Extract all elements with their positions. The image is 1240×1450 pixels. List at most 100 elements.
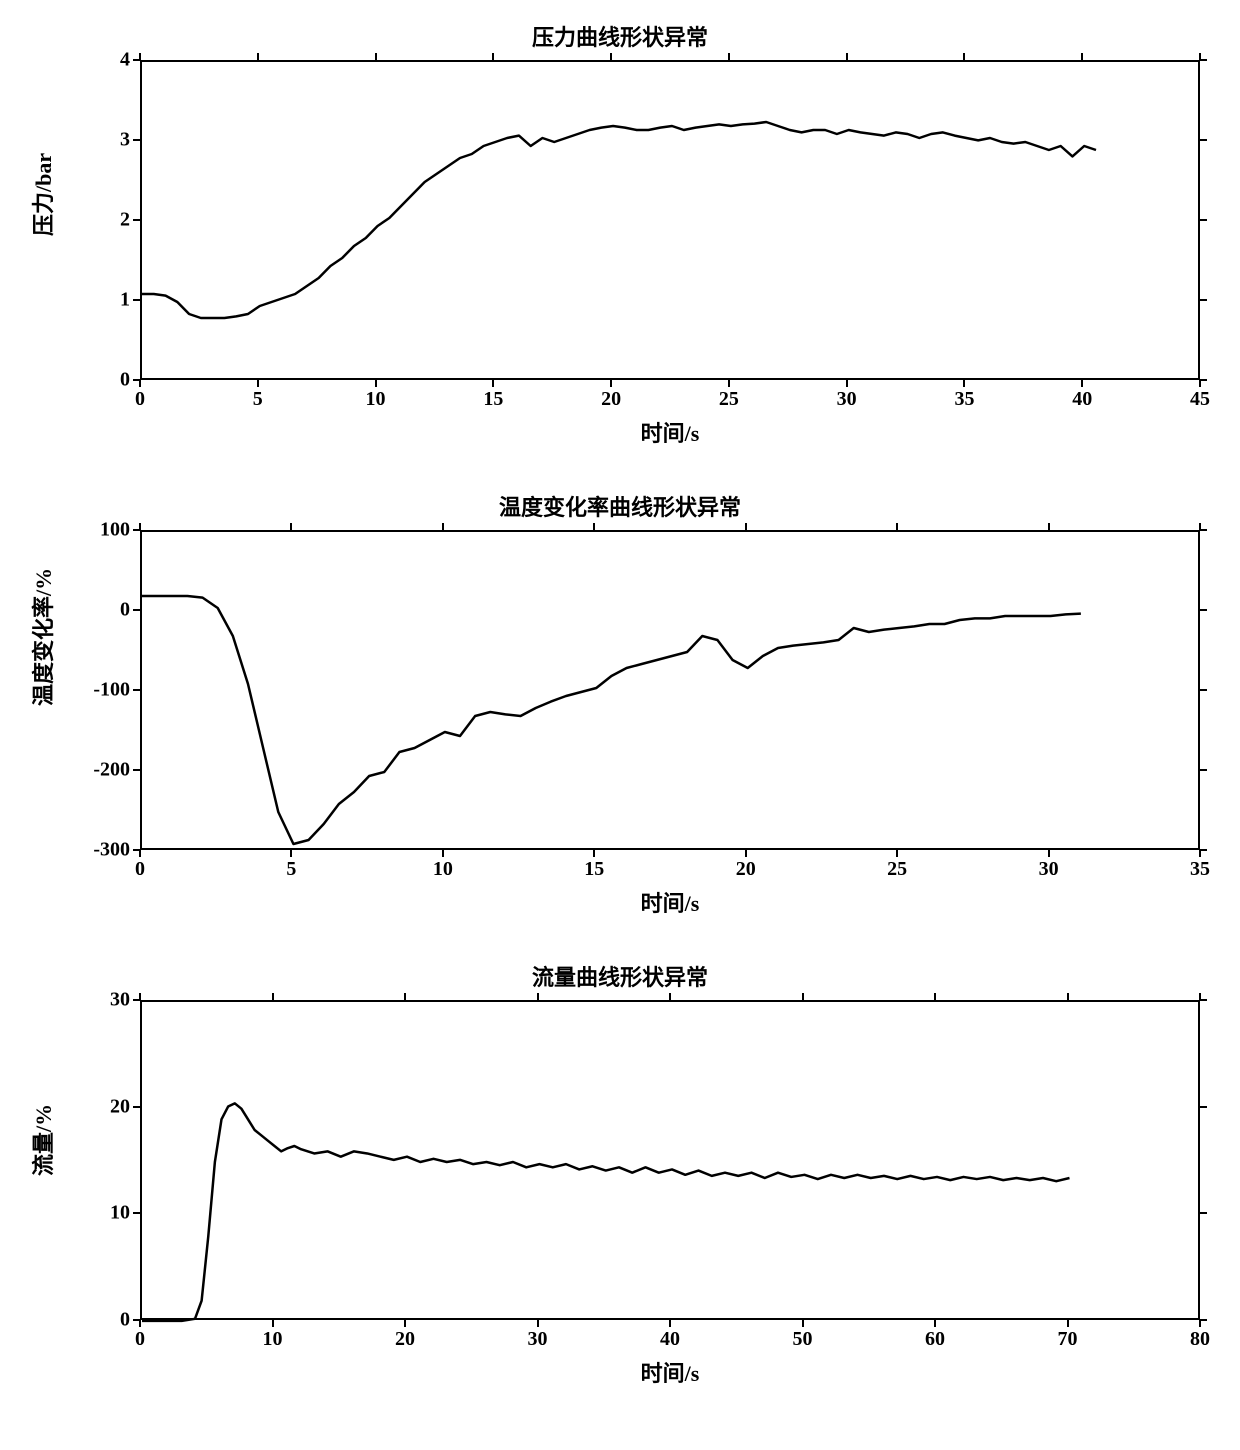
xtick-label: 20 xyxy=(736,858,756,881)
xtick-label: 10 xyxy=(366,388,386,411)
xtick-mark-top xyxy=(492,53,494,60)
data-line xyxy=(142,62,1198,378)
ytick-label: 0 xyxy=(80,599,130,622)
xtick-label: 30 xyxy=(528,1328,548,1351)
xtick-label: 30 xyxy=(837,388,857,411)
xtick-mark xyxy=(669,1320,671,1327)
xtick-mark-top xyxy=(257,53,259,60)
xtick-label: 70 xyxy=(1058,1328,1078,1351)
xtick-mark xyxy=(728,380,730,387)
xtick-label: 45 xyxy=(1190,388,1210,411)
ytick-mark xyxy=(133,299,140,301)
xtick-mark xyxy=(745,850,747,857)
xtick-label: 5 xyxy=(253,388,263,411)
xtick-mark xyxy=(802,1320,804,1327)
xtick-mark xyxy=(272,1320,274,1327)
xtick-mark xyxy=(1048,850,1050,857)
xtick-mark xyxy=(537,1320,539,1327)
ytick-mark xyxy=(133,849,140,851)
ytick-mark-right xyxy=(1200,1212,1207,1214)
xtick-mark xyxy=(896,850,898,857)
ytick-mark-right xyxy=(1200,299,1207,301)
ytick-mark-right xyxy=(1200,139,1207,141)
xtick-mark-top xyxy=(896,523,898,530)
ytick-mark-right xyxy=(1200,609,1207,611)
ytick-mark-right xyxy=(1200,999,1207,1001)
ytick-mark-right xyxy=(1200,689,1207,691)
xtick-mark xyxy=(139,1320,141,1327)
xtick-mark-top xyxy=(610,53,612,60)
xtick-label: 10 xyxy=(263,1328,283,1351)
xtick-mark xyxy=(846,380,848,387)
xtick-label: 0 xyxy=(135,1328,145,1351)
xtick-mark xyxy=(139,850,141,857)
ytick-label: 100 xyxy=(80,519,130,542)
ytick-mark xyxy=(133,59,140,61)
xtick-mark-top xyxy=(1048,523,1050,530)
xtick-label: 5 xyxy=(286,858,296,881)
xtick-mark xyxy=(442,850,444,857)
ytick-mark xyxy=(133,609,140,611)
data-line xyxy=(142,1002,1198,1318)
xtick-mark xyxy=(290,850,292,857)
ytick-mark xyxy=(133,529,140,531)
ytick-label: 0 xyxy=(80,369,130,392)
ytick-mark xyxy=(133,1319,140,1321)
xtick-mark-top xyxy=(846,53,848,60)
xtick-mark-top xyxy=(669,993,671,1000)
xtick-label: 25 xyxy=(719,388,739,411)
xtick-label: 20 xyxy=(395,1328,415,1351)
xtick-mark xyxy=(934,1320,936,1327)
xtick-mark xyxy=(1199,380,1201,387)
ytick-label: 10 xyxy=(80,1202,130,1225)
xtick-mark-top xyxy=(272,993,274,1000)
xtick-mark-top xyxy=(802,993,804,1000)
xtick-label: 30 xyxy=(1039,858,1059,881)
ytick-label: 1 xyxy=(80,289,130,312)
xtick-mark-top xyxy=(442,523,444,530)
ytick-mark-right xyxy=(1200,59,1207,61)
xtick-mark xyxy=(404,1320,406,1327)
ytick-label: 0 xyxy=(80,1309,130,1332)
xlabel: 时间/s xyxy=(140,1356,1200,1388)
xtick-mark-top xyxy=(537,993,539,1000)
plot-title: 温度变化率曲线形状异常 xyxy=(20,490,1220,522)
subplot-pressure: 压力曲线形状异常05101520253035404501234时间/s压力/ba… xyxy=(20,20,1220,460)
xtick-label: 15 xyxy=(483,388,503,411)
ytick-mark xyxy=(133,769,140,771)
xtick-mark xyxy=(375,380,377,387)
xtick-mark-top xyxy=(593,523,595,530)
xtick-mark xyxy=(1199,850,1201,857)
xtick-mark-top xyxy=(934,993,936,1000)
xtick-mark xyxy=(1067,1320,1069,1327)
ytick-label: -300 xyxy=(80,839,130,862)
xtick-mark-top xyxy=(963,53,965,60)
ylabel: 温度变化率/% xyxy=(26,682,58,706)
ytick-label: 30 xyxy=(80,989,130,1012)
xtick-mark xyxy=(139,380,141,387)
xtick-label: 60 xyxy=(925,1328,945,1351)
ytick-mark-right xyxy=(1200,219,1207,221)
subplot-flow: 流量曲线形状异常010203040506070800102030时间/s流量/% xyxy=(20,960,1220,1400)
ytick-mark xyxy=(133,999,140,1001)
ylabel: 压力/bar xyxy=(26,212,58,236)
xtick-mark-top xyxy=(728,53,730,60)
xtick-label: 35 xyxy=(1190,858,1210,881)
xtick-mark-top xyxy=(404,993,406,1000)
xtick-label: 10 xyxy=(433,858,453,881)
ytick-mark-right xyxy=(1200,849,1207,851)
ytick-mark-right xyxy=(1200,379,1207,381)
xtick-label: 25 xyxy=(887,858,907,881)
xtick-label: 0 xyxy=(135,858,145,881)
xtick-mark xyxy=(257,380,259,387)
xlabel: 时间/s xyxy=(140,886,1200,918)
ytick-label: -200 xyxy=(80,759,130,782)
ylabel: 流量/% xyxy=(26,1152,58,1176)
xtick-label: 50 xyxy=(793,1328,813,1351)
plot-title: 压力曲线形状异常 xyxy=(20,20,1220,52)
xtick-label: 15 xyxy=(584,858,604,881)
ytick-mark-right xyxy=(1200,1106,1207,1108)
xtick-mark-top xyxy=(375,53,377,60)
xtick-mark xyxy=(1199,1320,1201,1327)
xtick-mark-top xyxy=(745,523,747,530)
